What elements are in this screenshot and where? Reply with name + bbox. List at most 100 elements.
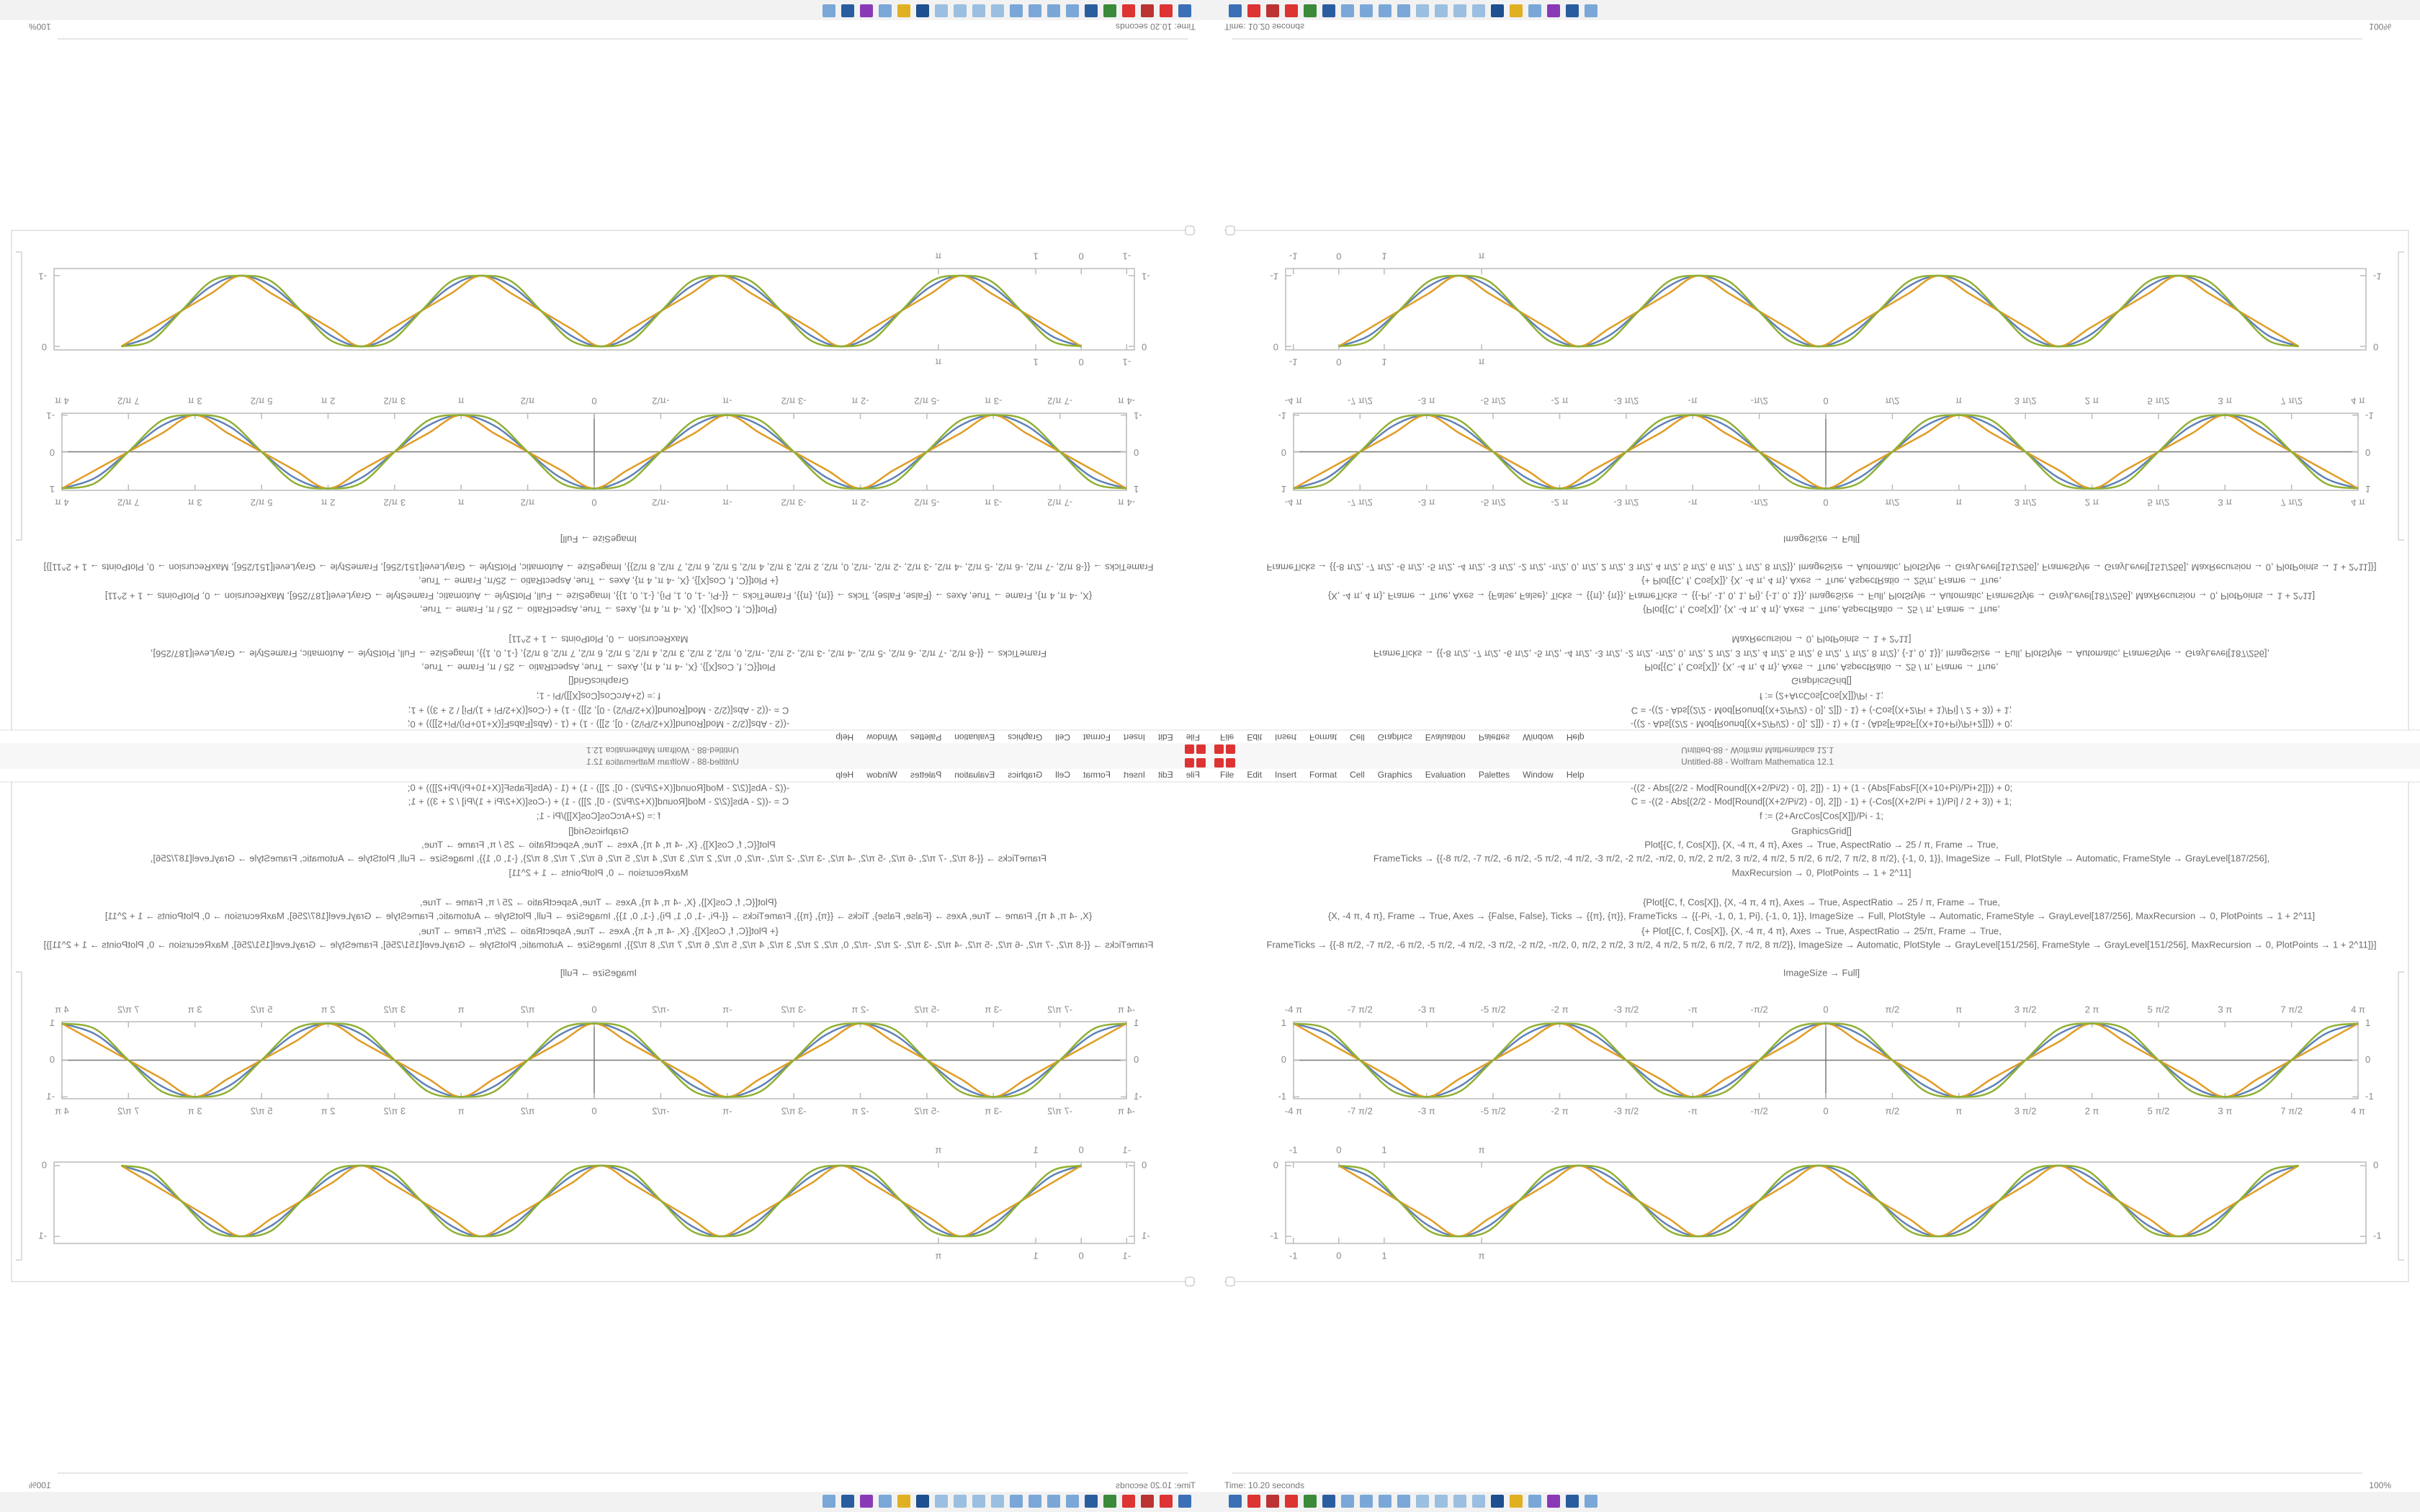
taskbar-icon[interactable] — [1585, 1495, 1597, 1508]
menu-item[interactable]: Edit — [1247, 732, 1262, 742]
taskbar-icon[interactable] — [1266, 4, 1279, 17]
taskbar-icon[interactable] — [1322, 1495, 1335, 1508]
taskbar-icon[interactable] — [1010, 4, 1023, 17]
menu-item[interactable]: Edit — [1157, 770, 1173, 780]
menu-item[interactable]: File — [1220, 770, 1234, 780]
resize-handle[interactable] — [1225, 225, 1235, 235]
taskbar-icon[interactable] — [1360, 1495, 1373, 1508]
window-button[interactable] — [1214, 758, 1224, 768]
menu-item[interactable]: Format — [1309, 770, 1337, 780]
menu-item[interactable]: Window — [1523, 732, 1554, 742]
taskbar-icon[interactable] — [1247, 4, 1260, 17]
menu-item[interactable]: Format — [1083, 732, 1111, 742]
menu-item[interactable]: File — [1220, 732, 1234, 742]
menu-item[interactable]: Edit — [1247, 770, 1262, 780]
menu-item[interactable]: Graphics — [1008, 732, 1042, 742]
taskbar-icon[interactable] — [1304, 4, 1317, 17]
taskbar-icon[interactable] — [935, 1495, 948, 1508]
taskbar-icon[interactable] — [860, 4, 873, 17]
taskbar-icon[interactable] — [823, 4, 835, 17]
taskbar-icon[interactable] — [897, 1495, 910, 1508]
taskbar-icon[interactable] — [1304, 1495, 1317, 1508]
menu-item[interactable]: Insert — [1123, 770, 1145, 780]
menu-item[interactable]: Help — [1567, 732, 1585, 742]
taskbar-icon[interactable] — [1435, 4, 1448, 17]
taskbar-icon[interactable] — [1416, 4, 1429, 17]
taskbar-icon[interactable] — [1122, 1495, 1135, 1508]
taskbar-icon[interactable] — [841, 1495, 854, 1508]
menu-item[interactable]: Window — [866, 732, 897, 742]
taskbar-icon[interactable] — [1285, 1495, 1298, 1508]
resize-handle[interactable] — [1185, 225, 1195, 235]
taskbar-icon[interactable] — [1141, 1495, 1154, 1508]
window-button[interactable] — [1196, 758, 1206, 768]
taskbar-icon[interactable] — [1247, 1495, 1260, 1508]
menu-item[interactable]: Evaluation — [954, 732, 995, 742]
menu-item[interactable]: Palettes — [910, 770, 941, 780]
taskbar-icon[interactable] — [1322, 4, 1335, 17]
taskbar-icon[interactable] — [1528, 4, 1541, 17]
menu-item[interactable]: Help — [835, 732, 853, 742]
taskbar-icon[interactable] — [1453, 4, 1466, 17]
menu-item[interactable]: Evaluation — [1425, 770, 1466, 780]
taskbar-icon[interactable] — [823, 1495, 835, 1508]
menu-item[interactable]: Graphics — [1378, 732, 1412, 742]
taskbar-icon[interactable] — [879, 1495, 892, 1508]
menu-item[interactable]: Window — [866, 770, 897, 780]
resize-handle[interactable] — [1225, 1277, 1235, 1287]
taskbar-icon[interactable] — [1047, 1495, 1060, 1508]
taskbar-icon[interactable] — [1141, 4, 1154, 17]
window-button[interactable] — [1185, 758, 1194, 768]
taskbar-icon[interactable] — [1103, 1495, 1116, 1508]
taskbar-icon[interactable] — [1585, 4, 1597, 17]
taskbar-icon[interactable] — [1047, 4, 1060, 17]
menu-item[interactable]: Graphics — [1008, 770, 1042, 780]
taskbar-icon[interactable] — [1028, 4, 1041, 17]
menu-item[interactable]: Format — [1309, 732, 1337, 742]
menu-item[interactable]: File — [1186, 732, 1200, 742]
taskbar-icon[interactable] — [1229, 1495, 1242, 1508]
taskbar-icon[interactable] — [1491, 4, 1504, 17]
taskbar-icon[interactable] — [1066, 1495, 1079, 1508]
taskbar-icon[interactable] — [954, 4, 967, 17]
window-button[interactable] — [1214, 744, 1224, 754]
menu-item[interactable]: Window — [1523, 770, 1554, 780]
menu-item[interactable]: Help — [835, 770, 853, 780]
menu-item[interactable]: Evaluation — [954, 770, 995, 780]
taskbar-icon[interactable] — [1379, 4, 1392, 17]
taskbar-icon[interactable] — [1397, 1495, 1410, 1508]
menu-item[interactable]: Palettes — [1479, 770, 1510, 780]
taskbar-icon[interactable] — [1510, 1495, 1523, 1508]
window-button[interactable] — [1185, 744, 1194, 754]
menu-item[interactable]: Palettes — [1479, 732, 1510, 742]
menu-item[interactable]: Graphics — [1378, 770, 1412, 780]
taskbar-icon[interactable] — [1416, 1495, 1429, 1508]
taskbar-icon[interactable] — [972, 1495, 985, 1508]
taskbar-icon[interactable] — [841, 4, 854, 17]
taskbar-icon[interactable] — [916, 4, 929, 17]
taskbar-icon[interactable] — [1266, 1495, 1279, 1508]
menu-item[interactable]: Cell — [1350, 732, 1365, 742]
taskbar-icon[interactable] — [1341, 4, 1354, 17]
menu-item[interactable]: Insert — [1275, 770, 1297, 780]
taskbar-icon[interactable] — [1178, 1495, 1191, 1508]
taskbar-icon[interactable] — [1360, 4, 1373, 17]
taskbar-icon[interactable] — [860, 1495, 873, 1508]
taskbar-icon[interactable] — [916, 1495, 929, 1508]
window-button[interactable] — [1226, 758, 1235, 768]
taskbar-icon[interactable] — [1397, 4, 1410, 17]
taskbar-icon[interactable] — [1547, 4, 1560, 17]
taskbar-icon[interactable] — [1472, 1495, 1485, 1508]
taskbar-icon[interactable] — [954, 1495, 967, 1508]
window-button[interactable] — [1226, 744, 1235, 754]
taskbar-icon[interactable] — [1285, 4, 1298, 17]
taskbar-icon[interactable] — [1160, 1495, 1173, 1508]
menu-item[interactable]: Palettes — [910, 732, 941, 742]
taskbar-icon[interactable] — [1435, 1495, 1448, 1508]
taskbar-icon[interactable] — [991, 1495, 1004, 1508]
taskbar-icon[interactable] — [1547, 1495, 1560, 1508]
taskbar-icon[interactable] — [1085, 1495, 1098, 1508]
taskbar-icon[interactable] — [897, 4, 910, 17]
menu-item[interactable]: Cell — [1055, 732, 1070, 742]
taskbar-icon[interactable] — [1103, 4, 1116, 17]
